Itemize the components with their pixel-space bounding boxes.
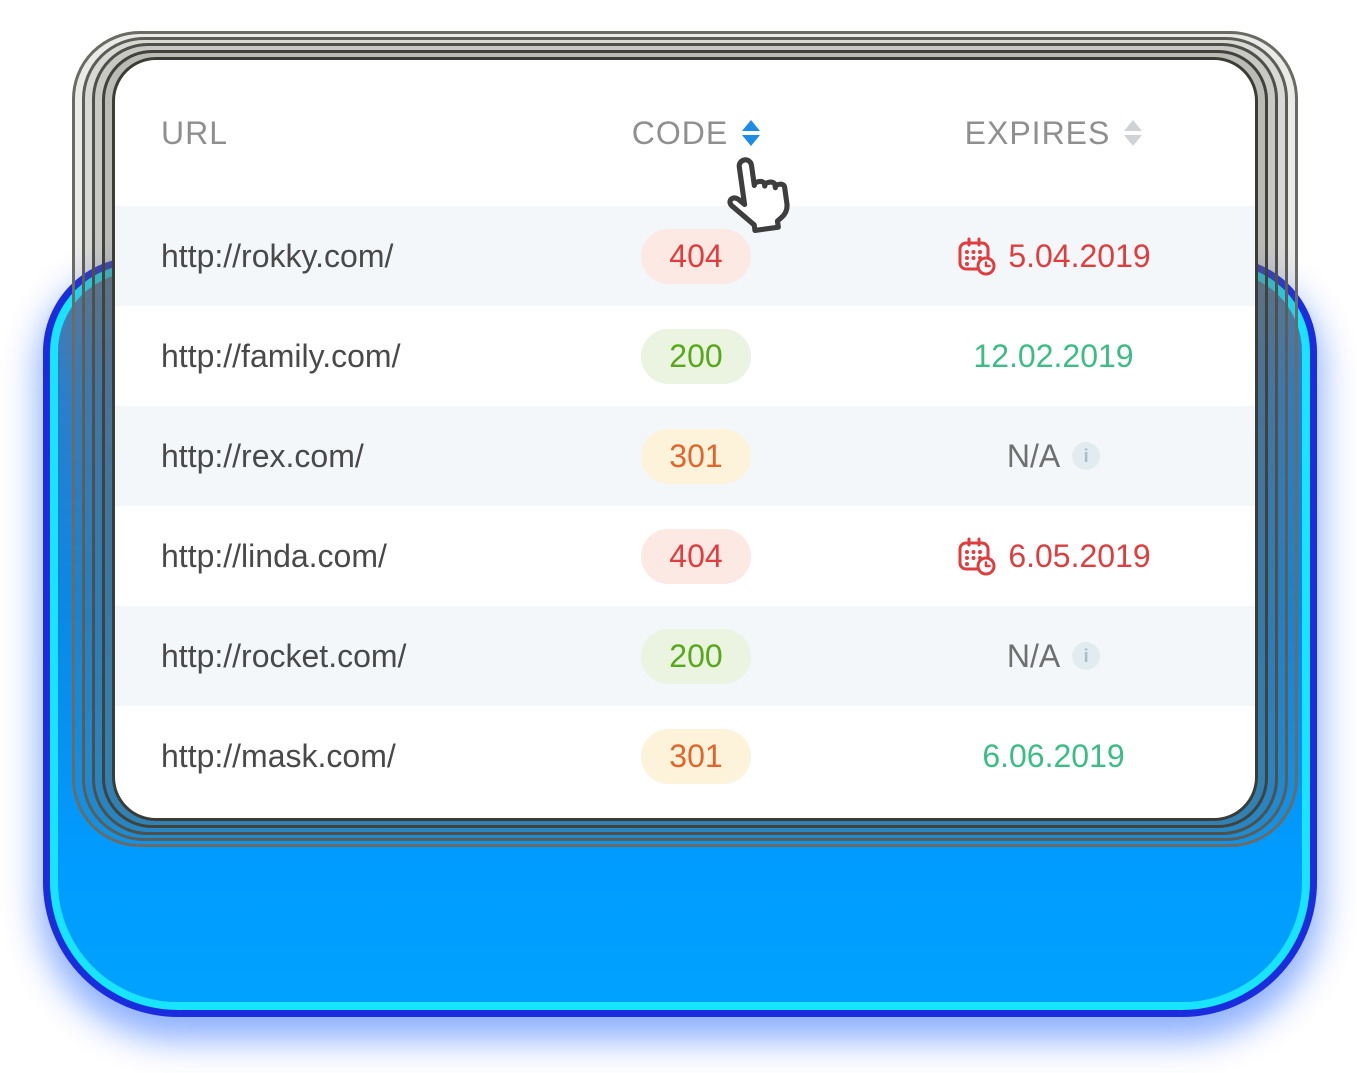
status-code-badge: 404 xyxy=(641,228,751,284)
table-row: http://rex.com/ 301 N/A i xyxy=(115,406,1255,506)
expires-date: 5.04.2019 xyxy=(1008,237,1151,274)
table-card: URL CODE EXPIRES http://rokky.com/ xyxy=(112,57,1258,821)
sort-up-icon xyxy=(742,120,761,131)
status-code-badge: 301 xyxy=(641,728,751,784)
code-cell: 404 xyxy=(641,528,751,584)
table-body: http://rokky.com/ 404 5.04.2019 i http xyxy=(115,206,1255,806)
url-text: http://family.com/ xyxy=(161,337,401,374)
url-cell[interactable]: http://mask.com/ xyxy=(115,738,566,775)
url-text: http://rokky.com/ xyxy=(161,237,394,274)
status-code-badge: 301 xyxy=(641,428,751,484)
code-cell: 301 xyxy=(641,728,751,784)
expires-date: 6.05.2019 xyxy=(1008,537,1151,574)
status-code-badge: 404 xyxy=(641,528,751,584)
table-row: http://family.com/ 200 12.02.2019 i xyxy=(115,306,1255,406)
table-header: URL CODE EXPIRES xyxy=(115,60,1255,206)
column-header-url-label: URL xyxy=(161,114,229,151)
code-cell: 200 xyxy=(641,628,751,684)
url-cell[interactable]: http://rocket.com/ xyxy=(115,638,566,675)
table-row: http://rocket.com/ 200 N/A i xyxy=(115,606,1255,706)
sort-down-icon xyxy=(1124,135,1143,146)
expires-cell: N/A i xyxy=(826,438,1255,475)
url-cell[interactable]: http://family.com/ xyxy=(115,338,566,375)
expires-cell: 6.05.2019 i xyxy=(826,536,1255,576)
url-text: http://rex.com/ xyxy=(161,437,364,474)
code-cell: 200 xyxy=(641,328,751,384)
expires-cell: 6.06.2019 i xyxy=(826,738,1255,775)
calendar-clock-icon xyxy=(958,537,996,576)
status-code-badge: 200 xyxy=(641,328,751,384)
url-text: http://mask.com/ xyxy=(161,737,396,774)
status-code-badge: 200 xyxy=(641,628,751,684)
calendar-clock-icon xyxy=(958,237,996,276)
column-header-code-label: CODE xyxy=(631,114,729,151)
expires-date: 6.06.2019 xyxy=(982,737,1125,774)
expires-cell: N/A i xyxy=(826,638,1255,675)
url-cell[interactable]: http://linda.com/ xyxy=(115,538,566,575)
url-text: http://linda.com/ xyxy=(161,537,387,574)
column-header-url: URL xyxy=(115,115,566,152)
info-icon[interactable]: i xyxy=(1072,442,1101,470)
info-icon[interactable]: i xyxy=(1072,642,1101,670)
url-cell[interactable]: http://rex.com/ xyxy=(115,438,566,475)
hand-pointer-cursor-icon xyxy=(727,157,790,234)
table-row: http://mask.com/ 301 6.06.2019 i xyxy=(115,706,1255,806)
expires-cell: 5.04.2019 i xyxy=(826,236,1255,276)
expires-date: N/A xyxy=(1006,437,1061,474)
code-cell: 404 xyxy=(641,228,751,284)
table-row: http://rokky.com/ 404 5.04.2019 i xyxy=(115,206,1255,306)
url-cell[interactable]: http://rokky.com/ xyxy=(115,238,566,275)
url-text: http://rocket.com/ xyxy=(161,637,407,674)
sort-up-icon xyxy=(1124,120,1143,131)
column-header-code[interactable]: CODE xyxy=(566,115,826,152)
code-cell: 301 xyxy=(641,428,751,484)
expires-cell: 12.02.2019 i xyxy=(826,338,1255,375)
sort-down-icon xyxy=(742,135,761,146)
expires-date: N/A xyxy=(1006,637,1061,674)
sort-arrows-expires-icon[interactable] xyxy=(1124,120,1143,146)
column-header-expires-label: EXPIRES xyxy=(964,114,1111,151)
expires-date: 12.02.2019 xyxy=(973,337,1134,374)
table-row: http://linda.com/ 404 6.05.2019 i xyxy=(115,506,1255,606)
sort-arrows-code-icon[interactable] xyxy=(742,120,761,146)
column-header-expires[interactable]: EXPIRES xyxy=(826,115,1255,152)
